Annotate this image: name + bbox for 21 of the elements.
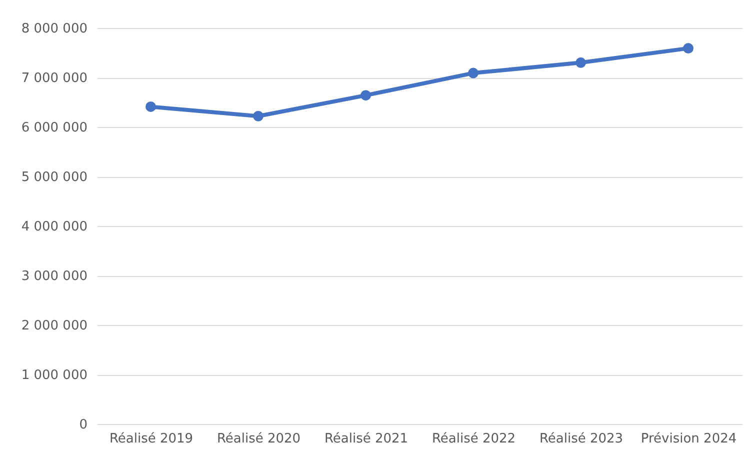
x-tick-label: Prévision 2024 xyxy=(640,432,737,446)
y-tick-label: 8 000 000 xyxy=(21,22,88,36)
point xyxy=(360,90,371,101)
point xyxy=(468,68,478,78)
y-tick-label: 0 xyxy=(79,418,88,432)
y-tick-label: 6 000 000 xyxy=(21,120,88,136)
x-tick-label: Réalisé 2019 xyxy=(109,432,194,446)
x-tick-label: Réalisé 2021 xyxy=(324,432,408,446)
point xyxy=(146,101,156,112)
x-tick-label: Réalisé 2020 xyxy=(216,432,301,446)
point xyxy=(576,57,586,68)
y-tick-label: 2 000 000 xyxy=(21,318,88,334)
y-tick-label: 4 000 000 xyxy=(21,220,88,234)
y-tick-label: 7 000 000 xyxy=(21,71,88,86)
y-tick-label: 3 000 000 xyxy=(21,269,88,284)
x-tick-label: Réalisé 2023 xyxy=(539,432,624,446)
y-tick-label: 1 000 000 xyxy=(21,368,88,383)
y-tick-label: 5 000 000 xyxy=(21,170,88,185)
x-tick-label: Réalisé 2022 xyxy=(432,432,516,446)
point xyxy=(253,110,264,122)
point xyxy=(683,43,694,54)
